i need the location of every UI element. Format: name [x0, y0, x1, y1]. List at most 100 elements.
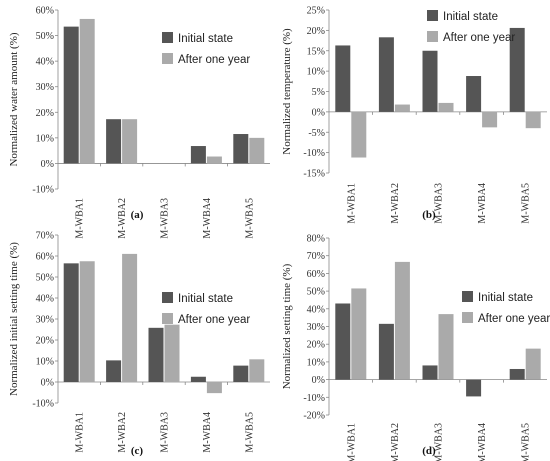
legend-swatch	[162, 53, 173, 64]
legend-label: After one year	[178, 54, 250, 66]
y-tick-label: -10%	[32, 185, 54, 196]
y-tick-label: -5%	[308, 128, 325, 139]
y-tick-label: 10%	[307, 67, 325, 78]
bar-initial-m-wba2	[106, 119, 122, 164]
x-tick-label: M-WBA3	[160, 412, 171, 453]
bar-after-m-wba1	[79, 18, 95, 164]
x-tick-label: M-WBA4	[202, 198, 213, 239]
legend-swatch	[162, 32, 173, 43]
bar-initial-m-wba3	[422, 50, 438, 112]
bar-initial-m-wba4	[466, 379, 482, 397]
bar-initial-m-wba1	[335, 303, 351, 380]
y-tick-label: 60%	[307, 269, 325, 280]
y-tick-label: 0%	[312, 107, 325, 118]
bar-after-m-wba5	[249, 359, 265, 382]
chart-panel-3: -10% 0% 10% 20% 30% 40% 50% 60% 70% M-WBA1 M-WBA2 M…	[8, 231, 270, 457]
x-tick-label: M-WBA3	[434, 423, 445, 461]
y-tick-label: -20%	[303, 411, 325, 422]
y-tick-label: 60%	[36, 252, 54, 263]
bar-initial-m-wba4	[190, 146, 206, 164]
y-axis-label: Normalized water amount (%)	[8, 32, 20, 166]
x-tick-label: M-WBA4	[477, 183, 488, 224]
x-tick-label: M-WBA3	[434, 183, 445, 224]
legend-label: After one year	[478, 313, 550, 325]
bar-after-m-wba3	[438, 102, 454, 112]
x-tick-label: M-WBA5	[521, 423, 532, 461]
bar-initial-m-wba5	[233, 365, 249, 382]
chart-panel-2: -15% -10% -5% 0% 5% 10% 15% 20% 25% M-WBA1 M-WBA2 M…	[281, 6, 547, 224]
bar-after-m-wba2	[394, 261, 410, 380]
y-tick-label: 50%	[307, 287, 325, 298]
y-tick-label: 80%	[307, 234, 325, 245]
panel-label: (c)	[131, 445, 144, 457]
bar-initial-m-wba1	[335, 45, 351, 112]
legend-swatch	[427, 10, 438, 21]
y-tick-label: 5%	[312, 87, 325, 98]
legend-swatch	[162, 292, 173, 303]
y-tick-label: 30%	[36, 82, 54, 93]
bar-initial-m-wba1	[63, 26, 79, 164]
bar-after-m-wba2	[122, 119, 138, 164]
bar-initial-m-wba5	[233, 134, 249, 164]
panel-label: (d)	[422, 445, 436, 457]
y-axis-label: Normalized temperature (%)	[281, 28, 293, 155]
bar-after-m-wba4	[482, 111, 498, 128]
bar-after-m-wba2	[394, 104, 410, 112]
legend-swatch	[462, 312, 473, 323]
y-tick-label: -10%	[32, 399, 54, 410]
legend-swatch	[462, 291, 473, 302]
x-tick-label: M-WBA2	[390, 183, 401, 224]
bar-initial-m-wba3	[148, 327, 164, 382]
y-tick-label: 50%	[36, 31, 54, 42]
panel-label: (a)	[131, 209, 144, 221]
x-tick-label: M-WBA5	[244, 198, 255, 239]
x-tick-label: M-WBA2	[117, 198, 128, 239]
legend-label: Initial state	[478, 292, 533, 304]
chart-panel-1: -10% 0% 10% 20% 30% 40% 50% 60% M-WBA1 M-WBA2 M-WB…	[8, 6, 270, 239]
bar-initial-m-wba1	[63, 263, 79, 382]
y-tick-label: 20%	[307, 26, 325, 37]
bar-after-m-wba5	[525, 348, 541, 380]
x-tick-label: M-WBA1	[75, 412, 86, 453]
legend-label: After one year	[443, 32, 515, 44]
bar-initial-m-wba4	[466, 76, 482, 112]
y-tick-label: 10%	[36, 357, 54, 368]
y-axis-label: Normalized setting time (%)	[281, 263, 293, 389]
y-tick-label: 15%	[307, 46, 325, 57]
y-tick-label: -10%	[303, 148, 325, 159]
y-tick-label: 70%	[36, 231, 54, 242]
legend-label: After one year	[178, 314, 250, 326]
bar-initial-m-wba2	[378, 323, 394, 380]
bar-after-m-wba4	[206, 382, 222, 394]
bar-after-m-wba1	[79, 261, 95, 382]
bar-initial-m-wba5	[509, 27, 525, 112]
bar-after-m-wba1	[351, 288, 367, 380]
x-tick-label: M-WBA4	[202, 412, 213, 453]
y-tick-label: 40%	[36, 57, 54, 68]
x-tick-label: M-WBA4	[477, 423, 488, 461]
legend-label: Initial state	[443, 11, 498, 23]
bar-initial-m-wba5	[509, 368, 525, 380]
bar-initial-m-wba2	[106, 360, 122, 382]
y-tick-label: 10%	[307, 357, 325, 368]
y-tick-label: 0%	[41, 378, 54, 389]
panel-label: (b)	[422, 209, 436, 221]
y-tick-label: -10%	[303, 393, 325, 404]
bar-after-m-wba3	[438, 314, 454, 380]
x-tick-label: M-WBA5	[521, 183, 532, 224]
y-axis-label: Normalized initial setting time (%)	[8, 242, 20, 396]
y-tick-label: -15%	[303, 169, 325, 180]
legend-swatch	[162, 313, 173, 324]
y-tick-label: 40%	[36, 294, 54, 305]
bar-after-m-wba2	[122, 253, 138, 382]
y-tick-label: 20%	[36, 336, 54, 347]
x-tick-label: M-WBA1	[346, 183, 357, 224]
bar-initial-m-wba4	[190, 376, 206, 382]
y-tick-label: 30%	[307, 322, 325, 333]
bar-initial-m-wba3	[422, 365, 438, 380]
y-tick-label: 0%	[312, 375, 325, 386]
y-tick-label: 30%	[36, 315, 54, 326]
y-tick-label: 20%	[36, 108, 54, 119]
x-tick-label: M-WBA2	[390, 423, 401, 461]
